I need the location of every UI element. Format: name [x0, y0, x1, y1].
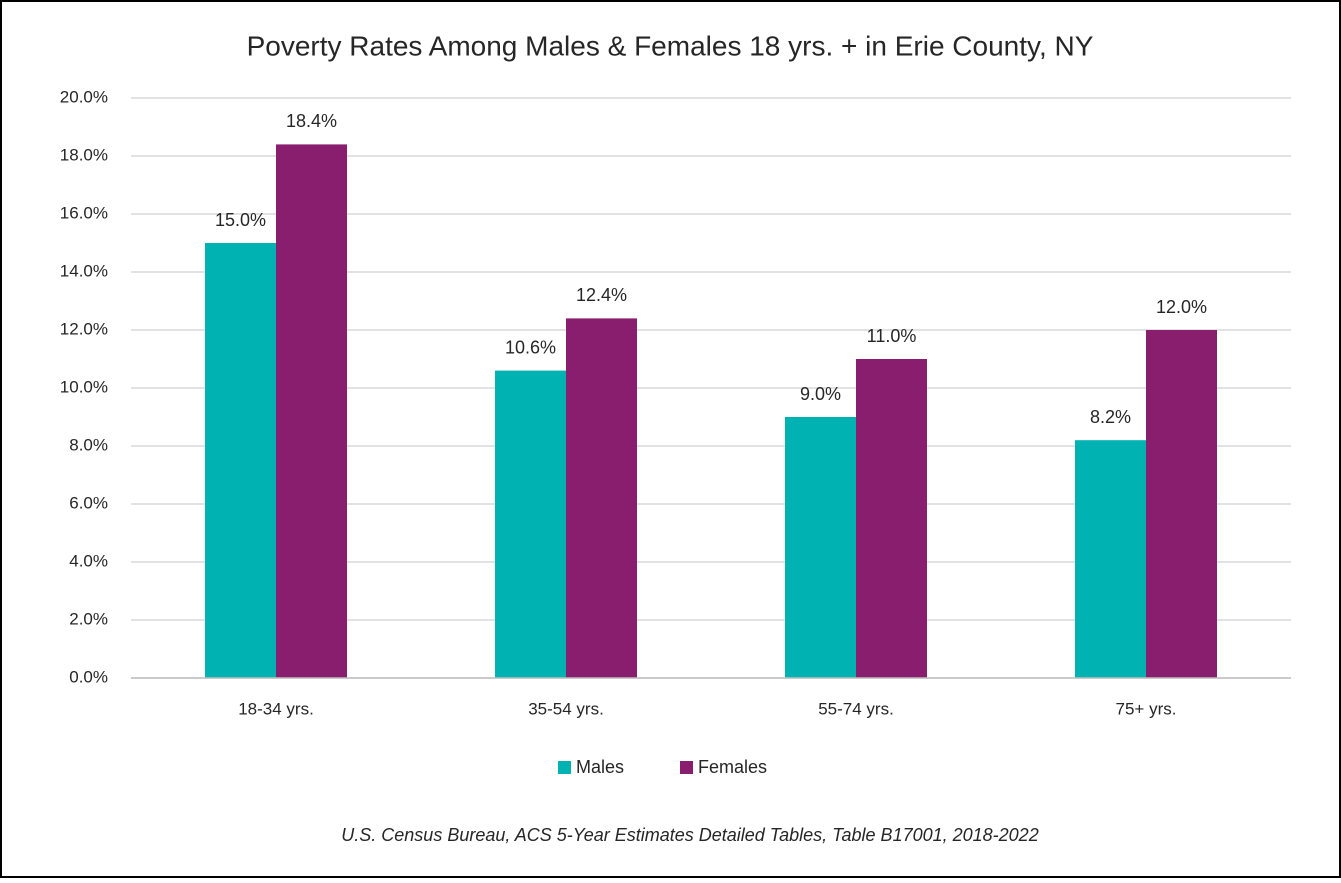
bar [1146, 330, 1217, 678]
chart-caption: U.S. Census Bureau, ACS 5-Year Estimates… [341, 825, 1038, 845]
legend-swatch [558, 761, 571, 774]
bar [566, 318, 637, 678]
legend-label: Males [576, 757, 624, 777]
y-tick-label: 8.0% [69, 435, 108, 454]
data-label: 11.0% [867, 326, 917, 346]
x-tick-label: 55-74 yrs. [818, 699, 894, 718]
y-tick-label: 10.0% [60, 377, 108, 396]
y-tick-label: 0.0% [69, 667, 108, 686]
y-tick-label: 18.0% [60, 145, 108, 164]
y-tick-label: 4.0% [69, 551, 108, 570]
data-label: 18.4% [286, 111, 337, 131]
data-label: 12.0% [1156, 297, 1207, 317]
bar [495, 370, 566, 678]
bar [205, 243, 276, 678]
data-label: 8.2% [1090, 407, 1131, 427]
y-tick-label: 14.0% [60, 261, 108, 280]
x-tick-label: 75+ yrs. [1116, 699, 1177, 718]
bar [856, 359, 927, 678]
y-tick-label: 20.0% [60, 87, 108, 106]
x-tick-label: 35-54 yrs. [528, 699, 604, 718]
y-tick-label: 16.0% [60, 203, 108, 222]
data-label: 15.0% [215, 210, 266, 230]
bar [1075, 440, 1146, 678]
data-label: 12.4% [576, 285, 627, 305]
legend-swatch [680, 761, 693, 774]
legend-label: Females [698, 757, 767, 777]
data-label: 10.6% [505, 337, 556, 357]
bar [276, 144, 347, 678]
y-tick-label: 2.0% [69, 609, 108, 628]
data-label: 9.0% [800, 384, 841, 404]
chart-title: Poverty Rates Among Males & Females 18 y… [247, 30, 1094, 61]
bar [785, 417, 856, 678]
y-tick-label: 12.0% [60, 319, 108, 338]
y-tick-label: 6.0% [69, 493, 108, 512]
x-tick-label: 18-34 yrs. [238, 699, 314, 718]
